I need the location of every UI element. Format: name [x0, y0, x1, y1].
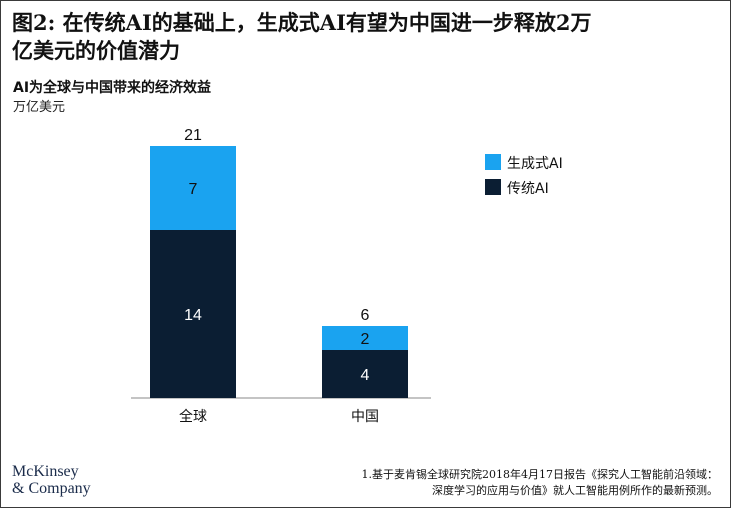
bar-generative-ai-1 [322, 326, 408, 350]
data-label-generative-ai-0: 7 [189, 181, 198, 198]
footnote-line-2: 深度学习的应用与价值》就人工智能用例所作的最新预测。 [432, 484, 718, 497]
logo-line-1: McKinsey [12, 463, 79, 480]
category-label-1: 中国 [351, 409, 379, 425]
bar-generative-ai-0 [150, 146, 236, 230]
logo-line-2: & Company [12, 480, 91, 497]
footnote: 1.基于麦肯锡全球研究院2018年4月17日报告《探究人工智能前沿领域： 深度学… [298, 467, 718, 499]
data-label-traditional-ai-0: 14 [184, 307, 202, 324]
legend-swatch-1 [485, 179, 501, 195]
data-label-traditional-ai-1: 4 [361, 367, 370, 384]
total-label-0: 21 [184, 127, 202, 144]
legend-label-1: 传统AI [507, 181, 549, 197]
figure-title-line-1: 图2: 在传统AI的基础上，生成式AI有望为中国进一步释放2万 [12, 10, 592, 35]
chart-title: AI为全球与中国带来的经济效益 [13, 80, 212, 96]
figure-title: 图2: 在传统AI的基础上，生成式AI有望为中国进一步释放2万 亿美元的价值潜力 [12, 9, 724, 65]
bar-traditional-ai-0 [150, 230, 236, 398]
total-label-1: 6 [361, 307, 370, 324]
mckinsey-logo: McKinsey & Company [12, 463, 91, 497]
footnote-line-1: 1.基于麦肯锡全球研究院2018年4月17日报告《探究人工智能前沿领域： [361, 468, 718, 481]
legend-swatch-0 [485, 154, 501, 170]
legend-label-0: 生成式AI [507, 156, 563, 172]
data-label-generative-ai-1: 2 [361, 331, 370, 348]
figure-title-line-2: 亿美元的价值潜力 [12, 38, 180, 63]
unit-label: 万亿美元 [13, 100, 66, 115]
category-label-0: 全球 [179, 408, 207, 425]
bar-traditional-ai-1 [322, 350, 408, 398]
